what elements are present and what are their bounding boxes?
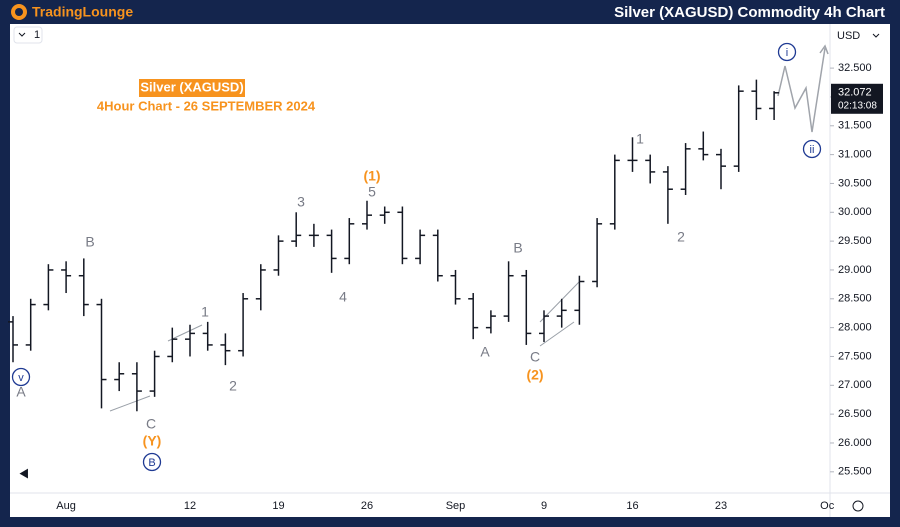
wave-circle: [802, 139, 822, 159]
wave-label: B: [513, 240, 522, 256]
tv-logo: ⯇: [18, 467, 31, 484]
chart-subtitle: 4Hour Chart - 26 SEPTEMBER 2024: [97, 98, 316, 113]
x-tick-label: 23: [715, 500, 727, 512]
trend-line: [539, 280, 581, 323]
y-tick-label: 26.500: [838, 408, 872, 420]
wave-label: B: [85, 234, 94, 250]
x-tick-label: 26: [361, 500, 373, 512]
trend-line: [539, 321, 575, 347]
y-tick-label: 30.500: [838, 177, 872, 189]
trend-line: [167, 324, 203, 342]
price-box: [831, 83, 883, 114]
logo: TradingLounge: [32, 4, 133, 20]
y-tick-label: 28.000: [838, 322, 872, 334]
last-price: 32.072: [838, 87, 872, 99]
settings-icon[interactable]: [852, 500, 864, 512]
wave-label: C: [146, 416, 156, 432]
x-tick-label: Oc: [820, 500, 835, 512]
wave-circle: [142, 452, 162, 472]
x-tick-label: 12: [184, 500, 196, 512]
chevron: [18, 32, 26, 37]
y-tick-label: 32.500: [838, 62, 872, 74]
y-tick-label: 27.000: [838, 379, 872, 391]
y-tick-label: 29.500: [838, 235, 872, 247]
interval-button[interactable]: [13, 26, 43, 44]
header-title: Silver (XAGUSD) Commodity 4h Chart: [614, 4, 885, 21]
wave-label: 2: [677, 229, 685, 245]
trend-lines: [109, 280, 581, 412]
x-tick-label: 9: [541, 500, 547, 512]
interval-label: 1: [34, 29, 40, 41]
chevron: [872, 33, 880, 38]
wave-label: (2): [526, 367, 543, 383]
wave-label: 3: [297, 194, 305, 210]
y-tick-label: 30.000: [838, 206, 872, 218]
wave-label: v: [18, 372, 24, 384]
logo-icon: [15, 8, 23, 16]
wave-label: A: [480, 344, 490, 360]
projection: [777, 47, 826, 133]
wave-circle: [777, 42, 797, 62]
wave-label: (Y): [143, 433, 162, 449]
wave-label: 2: [229, 378, 237, 394]
wave-label: 1: [201, 304, 209, 320]
x-tick-label: 16: [626, 500, 638, 512]
y-tick-label: 26.000: [838, 437, 872, 449]
x-tick-label: Aug: [56, 500, 76, 512]
wave-label: C: [530, 349, 540, 365]
projection-arrow: [819, 44, 829, 55]
wave-label: 4: [339, 289, 347, 305]
subtitle-box: [139, 79, 245, 97]
wave-circle: [11, 367, 31, 387]
currency-button[interactable]: [832, 27, 884, 45]
panel: [10, 24, 890, 517]
y-tick-label: 27.500: [838, 350, 872, 362]
wave-label: B: [148, 457, 155, 469]
wave-label: (1): [363, 168, 380, 184]
wave-label: ii: [810, 144, 815, 156]
wave-label: i: [786, 47, 788, 59]
y-tick-label: 25.500: [838, 466, 872, 478]
countdown: 02:13:08: [838, 100, 877, 111]
x-tick-label: Sep: [446, 500, 466, 512]
y-tick-label: 31.000: [838, 149, 872, 161]
wave-label: 1: [636, 131, 644, 147]
y-tick-label: 29.000: [838, 264, 872, 276]
y-tick-label: 31.500: [838, 120, 872, 132]
chart-title: Silver (XAGUSD): [140, 79, 243, 94]
trend-line: [109, 395, 151, 412]
wave-label: 5: [368, 184, 376, 200]
y-tick-label: 28.500: [838, 293, 872, 305]
currency: USD: [837, 30, 860, 42]
x-tick-label: 19: [272, 500, 284, 512]
wave-label: A: [16, 384, 26, 400]
